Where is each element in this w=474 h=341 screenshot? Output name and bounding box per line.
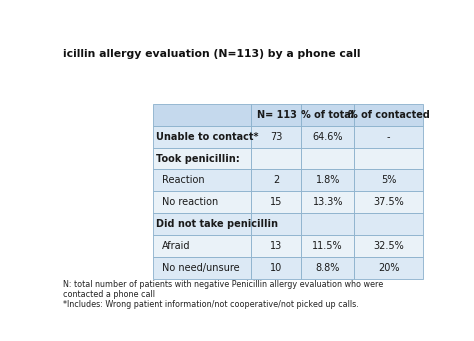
Bar <box>153 235 252 257</box>
Text: -: - <box>387 132 390 142</box>
Bar <box>301 169 354 191</box>
Text: N= 113: N= 113 <box>256 110 296 120</box>
Bar <box>153 169 252 191</box>
Text: 15: 15 <box>270 197 283 207</box>
Bar <box>153 104 252 126</box>
Text: 2: 2 <box>273 175 280 185</box>
Bar <box>252 191 301 213</box>
Text: 37.5%: 37.5% <box>373 197 404 207</box>
Bar <box>153 257 252 279</box>
Bar <box>354 126 423 148</box>
Bar <box>301 235 354 257</box>
Text: icillin allergy evaluation (N=113) by a phone call: icillin allergy evaluation (N=113) by a … <box>63 49 360 59</box>
Bar <box>301 191 354 213</box>
Bar <box>301 126 354 148</box>
Bar <box>252 148 301 169</box>
Text: Unable to contact*: Unable to contact* <box>156 132 258 142</box>
Text: 11.5%: 11.5% <box>312 241 343 251</box>
Bar <box>354 191 423 213</box>
Text: 13.3%: 13.3% <box>312 197 343 207</box>
Bar <box>153 191 252 213</box>
Bar <box>354 235 423 257</box>
Text: *Includes: Wrong patient information/not cooperative/not picked up calls.: *Includes: Wrong patient information/not… <box>63 300 359 309</box>
Bar <box>153 126 252 148</box>
Text: Afraid: Afraid <box>162 241 191 251</box>
Bar <box>354 148 423 169</box>
Text: Reaction: Reaction <box>162 175 205 185</box>
Text: % of total: % of total <box>301 110 355 120</box>
Bar <box>354 213 423 235</box>
Text: 8.8%: 8.8% <box>316 263 340 273</box>
Text: 10: 10 <box>270 263 283 273</box>
Bar <box>354 169 423 191</box>
Bar <box>153 148 252 169</box>
Bar <box>252 213 301 235</box>
Text: 73: 73 <box>270 132 283 142</box>
Bar <box>153 213 252 235</box>
Text: 13: 13 <box>270 241 283 251</box>
Bar <box>301 213 354 235</box>
Text: No reaction: No reaction <box>162 197 219 207</box>
Text: 5%: 5% <box>381 175 396 185</box>
Bar <box>252 235 301 257</box>
Text: % of contacted: % of contacted <box>347 110 429 120</box>
Bar <box>252 257 301 279</box>
Bar <box>354 104 423 126</box>
Bar <box>252 104 301 126</box>
Text: 64.6%: 64.6% <box>312 132 343 142</box>
Bar <box>252 126 301 148</box>
Bar <box>301 104 354 126</box>
Text: 1.8%: 1.8% <box>316 175 340 185</box>
Text: N: total number of patients with negative Penicillin allergy evaluation who were: N: total number of patients with negativ… <box>63 280 383 290</box>
Text: Did not take penicillin: Did not take penicillin <box>156 219 278 229</box>
Bar <box>301 148 354 169</box>
Text: Took penicillin:: Took penicillin: <box>156 153 240 163</box>
Bar <box>252 169 301 191</box>
Text: 20%: 20% <box>378 263 399 273</box>
Bar <box>354 257 423 279</box>
Bar <box>301 257 354 279</box>
Text: No need/unsure: No need/unsure <box>162 263 240 273</box>
Text: 32.5%: 32.5% <box>373 241 404 251</box>
Text: contacted a phone call: contacted a phone call <box>63 291 155 299</box>
